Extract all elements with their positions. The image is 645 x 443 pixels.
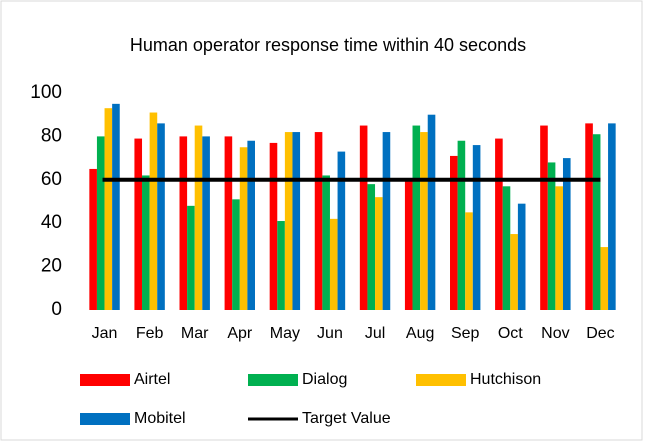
bar: [314, 132, 323, 310]
bar: [592, 134, 601, 310]
x-tick-label: Aug: [406, 325, 434, 342]
bar: [412, 125, 421, 310]
bar: [337, 151, 346, 310]
bar: [89, 168, 97, 310]
legend-swatch: [80, 413, 130, 425]
bar: [96, 136, 105, 310]
bar: [517, 203, 526, 310]
bar: [224, 136, 233, 310]
bar: [232, 199, 240, 310]
bar: [359, 125, 368, 310]
bar: [104, 108, 113, 310]
bar: [269, 142, 278, 310]
legend-swatch: [80, 374, 130, 386]
bar: [142, 175, 150, 310]
bar: [179, 136, 188, 310]
y-tick-label: 0: [51, 299, 62, 320]
legend-label: Dialog: [302, 371, 347, 388]
bar: [202, 136, 210, 310]
chart-title: Human operator response time within 40 s…: [130, 35, 526, 55]
y-tick-label: 100: [30, 82, 62, 103]
y-tick-label: 20: [41, 256, 62, 277]
y-tick-label: 40: [41, 212, 62, 233]
x-tick-label: Jul: [365, 325, 385, 342]
bar: [239, 147, 248, 310]
bar: [608, 123, 616, 310]
bar: [382, 132, 391, 310]
bar: [540, 125, 548, 310]
bar: [427, 114, 436, 310]
x-tick-label: May: [270, 325, 300, 342]
bar: [457, 140, 466, 310]
y-tick-label: 60: [41, 169, 62, 190]
bar: [420, 132, 428, 310]
bar: [450, 155, 458, 310]
bar: [472, 145, 481, 310]
x-tick-label: Jan: [92, 325, 118, 342]
bar: [187, 205, 195, 310]
bar: [465, 212, 473, 310]
bar: [322, 175, 330, 310]
legend-label: Mobitel: [134, 410, 186, 427]
x-tick-label: Nov: [541, 325, 569, 342]
bar: [277, 221, 285, 310]
x-tick-label: Sep: [451, 325, 480, 342]
bar: [510, 234, 518, 310]
bar: [600, 247, 609, 310]
bar: [495, 138, 503, 310]
bar: [247, 140, 255, 310]
legend-label: Hutchison: [470, 371, 541, 388]
legend-swatch: [416, 374, 466, 386]
bar: [157, 123, 165, 310]
x-tick-label: Mar: [181, 325, 209, 342]
bar: [367, 184, 376, 310]
bar: [404, 179, 413, 310]
bar: [502, 186, 511, 310]
bar: [292, 132, 301, 310]
bar: [149, 112, 158, 310]
y-tick-label: 80: [41, 125, 62, 146]
bar: [555, 186, 563, 310]
bar: [547, 162, 556, 310]
x-tick-label: Jun: [317, 325, 343, 342]
legend-label: Target Value: [302, 410, 391, 427]
bar: [112, 103, 120, 310]
bar: [562, 158, 571, 310]
x-tick-label: Dec: [586, 325, 614, 342]
bar: [284, 132, 293, 310]
legend-swatch: [248, 374, 298, 386]
bar: [375, 197, 383, 310]
x-tick-label: Apr: [227, 325, 253, 342]
bar: [134, 138, 143, 310]
bar: [329, 218, 338, 310]
bar: [585, 123, 593, 310]
legend-label: Airtel: [134, 371, 170, 388]
x-tick-label: Feb: [136, 325, 164, 342]
x-tick-label: Oct: [498, 325, 523, 342]
bar: [194, 125, 203, 310]
